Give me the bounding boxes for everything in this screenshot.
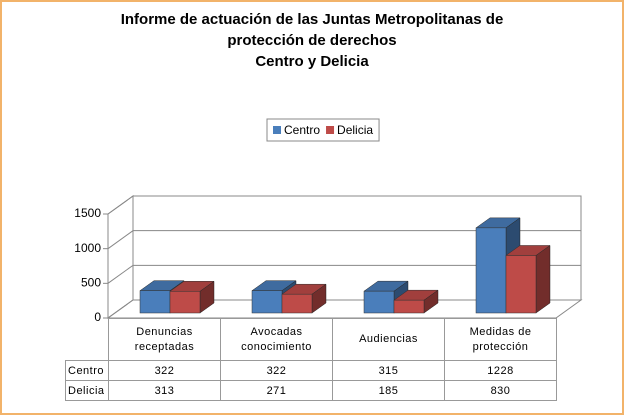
bar-top-shade bbox=[476, 217, 520, 228]
bar-front bbox=[475, 227, 507, 314]
table-row: Delicia 313 271 185 830 bbox=[65, 380, 557, 401]
table-cell: Delicia bbox=[65, 380, 109, 401]
table-cell: 322 bbox=[220, 360, 333, 381]
table-corner bbox=[66, 319, 109, 361]
bar-top-shade bbox=[364, 281, 408, 292]
chart-subtitle: Centro y Delicia bbox=[255, 53, 369, 70]
bar bbox=[393, 289, 439, 314]
bar-side-shade bbox=[536, 245, 550, 313]
table-cell: Medidas de protección bbox=[444, 318, 557, 361]
table-cell: 830 bbox=[444, 380, 557, 401]
bar-top-shade bbox=[252, 280, 296, 291]
bar-side-shade bbox=[424, 290, 438, 313]
table-row: Denuncias receptadas Avocadas conocimient… bbox=[66, 318, 557, 361]
table-cell: Avocadas conocimiento bbox=[220, 318, 333, 361]
grid-line bbox=[107, 195, 581, 215]
y-tick-label: 1000 bbox=[74, 241, 101, 255]
table-cell: 313 bbox=[108, 380, 221, 401]
bar bbox=[281, 283, 327, 314]
y-tick-label: 0 bbox=[94, 310, 101, 324]
table-cell: Denuncias receptadas bbox=[108, 318, 221, 361]
bar-top-shade bbox=[140, 280, 184, 291]
bar-front bbox=[251, 290, 283, 314]
bar-front bbox=[139, 290, 171, 314]
data-table: Denuncias receptadas Avocadas conocimient… bbox=[65, 318, 557, 401]
legend-label: Delicia bbox=[337, 123, 373, 137]
table-row: Centro 322 322 315 1228 bbox=[65, 360, 557, 381]
bar-side-shade bbox=[200, 281, 214, 313]
grid-line bbox=[107, 264, 581, 284]
bar-front bbox=[363, 290, 395, 314]
y-tick-label: 500 bbox=[81, 276, 101, 290]
table-cell: 322 bbox=[108, 360, 221, 381]
table-cell: 271 bbox=[220, 380, 333, 401]
table-cell: 1228 bbox=[444, 360, 557, 381]
bar bbox=[169, 280, 215, 314]
bar-top-shade bbox=[170, 281, 214, 292]
bar-top-shade bbox=[506, 245, 550, 256]
bar-side-shade bbox=[312, 284, 326, 313]
bar-front bbox=[281, 293, 313, 314]
bar-front bbox=[505, 255, 537, 314]
bar-front bbox=[393, 299, 425, 314]
legend-swatch bbox=[273, 126, 281, 134]
legend-box bbox=[266, 118, 380, 142]
table-cell: Centro bbox=[65, 360, 109, 381]
bar bbox=[505, 244, 551, 314]
side-wall bbox=[107, 195, 134, 319]
legend-swatch bbox=[326, 126, 335, 134]
table-cell: Audiencias bbox=[332, 318, 445, 361]
chart-title: Informe de actuación de las Juntas Metro… bbox=[121, 11, 504, 28]
grid-line bbox=[107, 230, 581, 250]
bar-top-shade bbox=[282, 284, 326, 295]
bar-front bbox=[169, 291, 201, 314]
table-cell: 315 bbox=[332, 360, 445, 381]
y-tick-label: 1500 bbox=[74, 206, 101, 220]
chart-title: protección de derechos bbox=[227, 32, 396, 49]
bar-top-shade bbox=[394, 290, 438, 301]
legend-label: Centro bbox=[284, 123, 320, 137]
table-cell: 185 bbox=[332, 380, 445, 401]
